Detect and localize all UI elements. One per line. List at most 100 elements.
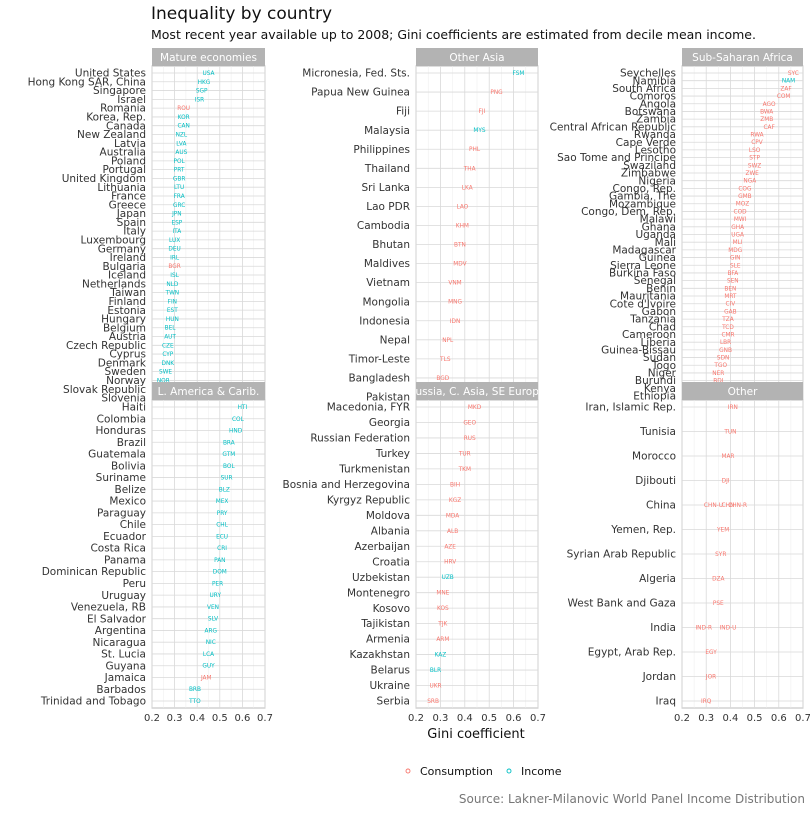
row-label: Zimbabwe [621,168,676,180]
point-label: CMR [721,332,734,338]
legend-label-consumption: Consumption [420,765,493,778]
point-label: LBR [720,340,731,346]
x-tick-label: 0.3 [432,713,448,724]
row-label: Hong Kong SAR, China [28,76,146,88]
row-label: Seychelles [620,68,676,80]
point-label: MKD [468,405,482,411]
row-label: Botswana [625,106,676,118]
row-label: Sweden [105,366,147,378]
row-label: Austria [109,331,146,343]
row-label: Swaziland [623,160,676,172]
row-label: Rwanda [634,129,676,141]
point-label: NIC [206,640,216,646]
point-label: SLV [208,617,218,623]
row-label: Costa Rica [90,543,146,555]
row-label: Morocco [632,451,676,463]
row-label: Haiti [122,402,146,414]
point-label: GAB [724,309,736,315]
point-label: NZL [176,132,188,138]
row-label: Poland [111,155,146,167]
point-label: IRQ [701,699,712,705]
point-label: NOR [157,378,170,384]
point-label: TTO [188,699,201,705]
point-label: SLE [730,263,741,269]
legend-key-consumption [405,768,411,774]
point-label: COL [232,417,245,423]
row-label: Jordan [642,671,676,683]
point-label: TWN [165,291,180,297]
point-label: CHN-U [704,503,723,509]
row-label: Portugal [103,164,147,176]
facet-panel: 0.2 0.3 0.4 0.5 0.6 0.7 Macedonia, FYR Georgia R… [283,382,546,724]
row-label: Benin [646,283,676,295]
x-tick-label: 0.6 [506,713,522,724]
point-label: SGP [196,89,208,95]
point-label: AUS [175,150,187,156]
row-label: Bosnia and Herzegovina [283,479,411,491]
row-label: Ukraine [369,680,410,692]
row-label: Timor-Leste [348,353,410,365]
row-label: Slovenia [101,393,146,405]
point-label: YEM [716,528,729,534]
row-label: Pakistan [366,392,410,404]
row-label: Philippines [353,144,410,156]
x-tick-label: 0.3 [698,713,714,724]
point-label: MDV [453,262,466,268]
row-label: Cote d'Ivoire [610,298,676,310]
point-label: TUR [458,451,471,457]
row-label: Sudan [643,352,676,364]
row-label: Czech Republic [66,340,146,352]
row-label: United States [75,68,146,80]
point-label: BRA [223,440,235,446]
facet-strip-label: Other [728,386,758,398]
row-label: Iceland [108,270,146,282]
point-label: BIH [450,482,460,488]
row-label: Kyrgyz Republic [327,494,410,506]
row-label: Jamaica [104,672,146,684]
point-label: LKA [462,185,473,191]
point-label: HUN [166,317,179,323]
point-label: KGZ [449,498,461,504]
row-label: Gabon [642,306,676,318]
point-label: DEU [168,247,180,253]
point-label: TLS [439,357,451,363]
point-label: CHN [722,503,735,509]
point-label: HND [229,429,243,435]
row-label: Syrian Arab Republic [567,549,677,561]
row-label: Colombia [97,413,146,425]
row-label: Israel [117,94,146,106]
row-label: Croatia [372,556,410,568]
row-label: Spain [117,217,146,229]
row-label: Suriname [96,472,146,484]
point-label: SRB [427,699,439,705]
point-label: KOS [437,606,449,612]
point-label: MNE [436,591,449,597]
row-label: Mozambique [609,198,676,210]
x-tick-label: 0.2 [144,713,160,724]
facet-strip-label: Mature economies [160,52,257,64]
point-label: SYC [788,71,799,77]
point-label: PRT [174,168,185,174]
point-label: USA [203,71,215,77]
point-label: CAN [177,124,189,130]
row-label: Kazakhstan [350,649,411,661]
row-label: Romania [100,103,146,115]
point-label: RWA [750,133,763,139]
row-label: St. Lucia [101,649,146,661]
facet-strip-label: Sub-Saharan Africa [692,52,793,64]
point-label: GBR [173,176,186,182]
point-label: AZE [444,544,456,550]
chart-caption: Source: Lakner-Milanovic World Panel Inc… [459,792,805,806]
point-label: TKM [458,467,471,473]
row-label: Bangladesh [348,373,410,385]
facet-strip-label: L. America & Carib. [158,386,260,398]
row-label: Bulgaria [102,261,146,273]
point-label: LSO [749,148,761,154]
point-label: BGD [436,376,449,382]
row-label: Paraguay [97,507,146,519]
point-label: CZE [162,343,174,349]
row-label: Tunisia [639,426,676,438]
row-label: Congo, Rep. [613,183,676,195]
